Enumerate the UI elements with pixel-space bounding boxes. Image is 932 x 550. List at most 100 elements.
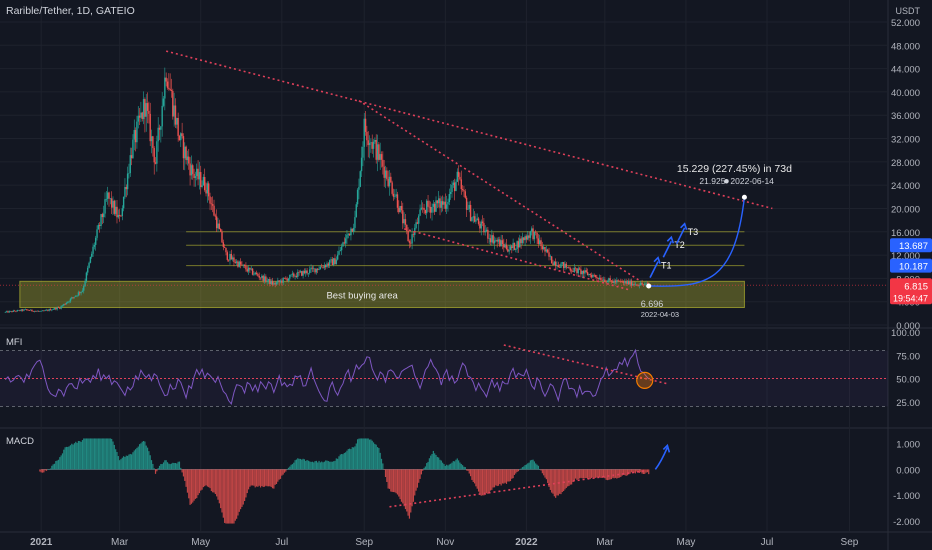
candle <box>457 171 460 177</box>
candle <box>314 268 316 273</box>
candle <box>539 240 541 244</box>
candle <box>259 277 262 279</box>
candle <box>144 99 146 117</box>
macd-bar <box>173 462 175 470</box>
macd-bar <box>315 460 317 470</box>
macd-bar <box>427 461 429 470</box>
candle <box>416 222 419 224</box>
candle <box>391 182 393 194</box>
candle <box>180 133 182 141</box>
macd-bar <box>250 469 252 486</box>
candle <box>562 262 565 269</box>
candle <box>200 172 202 188</box>
macd-bar <box>59 457 61 470</box>
candle <box>543 246 545 250</box>
candle <box>516 241 518 249</box>
macd-bar <box>226 469 228 524</box>
macd-bar <box>180 467 182 470</box>
candle <box>120 215 122 217</box>
candle <box>545 249 548 252</box>
macd-bar <box>303 459 306 470</box>
candle <box>47 309 49 311</box>
candle <box>394 196 396 197</box>
macd-bar <box>584 469 586 479</box>
candle <box>109 198 112 199</box>
candle <box>511 246 513 248</box>
candle <box>481 221 484 224</box>
macd-bar <box>638 469 641 473</box>
macd-bar <box>420 469 423 475</box>
macd-bar <box>388 469 391 489</box>
macd-bar <box>424 466 426 470</box>
candle <box>69 298 72 302</box>
candle <box>528 235 530 238</box>
macd-bar <box>472 469 474 482</box>
candle <box>552 263 554 265</box>
candle <box>327 263 330 266</box>
candle <box>96 229 98 238</box>
macd-bar <box>327 461 329 470</box>
macd-bar <box>609 469 611 480</box>
macd-bar <box>242 469 244 505</box>
macd-bar <box>430 455 432 470</box>
candle <box>433 203 436 212</box>
macd-bar <box>123 456 125 470</box>
macd-bar <box>632 469 634 473</box>
macd-bar <box>418 469 420 483</box>
candle <box>323 265 326 268</box>
macd-bar <box>447 465 449 470</box>
candle <box>487 229 489 239</box>
candle <box>351 228 353 232</box>
macd-bar <box>189 469 191 505</box>
macd-bar <box>601 469 603 478</box>
macd-bar <box>598 469 601 478</box>
candle <box>105 198 108 200</box>
candle <box>461 189 464 191</box>
macd-bar <box>210 469 212 492</box>
candle <box>281 280 283 283</box>
candle <box>282 277 284 283</box>
macd-bar <box>483 469 485 496</box>
candle <box>137 115 139 122</box>
candle <box>285 278 287 279</box>
candle <box>382 159 384 167</box>
macd-bar <box>414 469 416 496</box>
macd-bar <box>503 469 505 484</box>
macd-bar <box>384 469 387 478</box>
macd-bar <box>532 459 534 470</box>
mfi-pane-title: MFI <box>6 337 22 348</box>
candle <box>40 310 42 312</box>
candle <box>378 144 380 160</box>
macd-bar <box>84 438 86 470</box>
macd-bar <box>552 469 554 494</box>
macd-bar <box>101 438 103 470</box>
candle <box>588 274 590 276</box>
candle <box>254 272 256 275</box>
candle <box>184 146 186 159</box>
x-tick-label: May <box>676 537 695 548</box>
candle <box>531 228 533 232</box>
candle <box>174 105 177 125</box>
macd-bar <box>387 469 389 489</box>
candle <box>570 270 573 272</box>
macd-bar <box>481 469 484 496</box>
candle <box>322 267 324 268</box>
candle <box>363 118 365 147</box>
macd-bar <box>237 469 239 516</box>
candle <box>550 256 553 264</box>
candle <box>5 311 8 312</box>
macd-bar <box>274 469 276 485</box>
candle <box>392 193 395 197</box>
candle <box>513 242 516 250</box>
macd-bar <box>606 469 609 481</box>
macd-bar <box>477 469 480 492</box>
macd-bar <box>375 444 377 470</box>
macd-bar <box>291 464 294 470</box>
candle <box>340 246 343 251</box>
macd-bar <box>448 464 450 470</box>
macd-bar <box>600 469 602 478</box>
candle <box>152 136 154 149</box>
macd-bar <box>533 461 535 470</box>
candle <box>644 284 646 285</box>
